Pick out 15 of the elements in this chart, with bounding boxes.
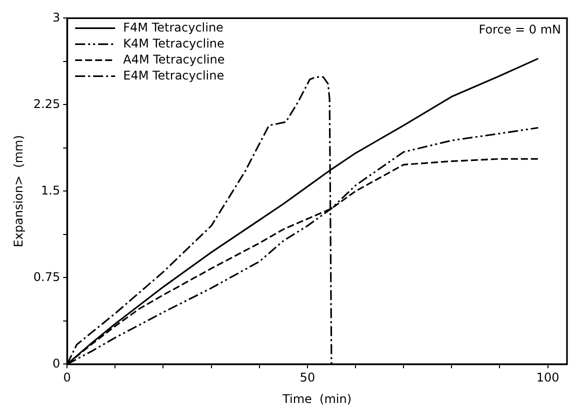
legend-label: A4M Tetracycline [123,52,225,66]
y-tick-label: 2.25 [33,96,60,111]
x-axis-title: Time (min) [282,392,352,406]
x-tick-label: 0 [63,370,71,385]
annotation: Force = 0 mN [478,22,561,36]
y-tick-label: 1.5 [41,183,60,198]
y-tick-label: 0 [52,356,60,370]
x-tick-label: 50 [300,370,316,385]
y-tick-label: 0.75 [33,270,60,284]
legend-label: F4M Tetracycline [123,20,224,34]
y-axis-title: Expansion> (mm) [11,135,26,248]
legend-label: E4M Tetracycline [123,68,224,82]
y-tick-label: 3 [52,10,60,24]
x-tick-label: 100 [536,370,560,385]
legend-label: K4M Tetracycline [123,36,224,50]
